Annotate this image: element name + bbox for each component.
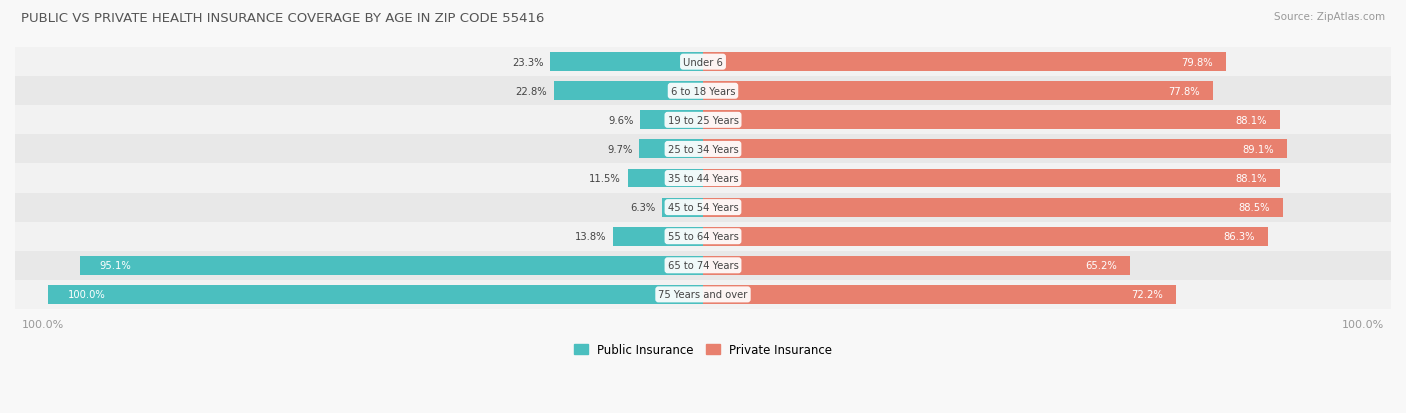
Text: 100.0%: 100.0%: [1343, 319, 1385, 329]
Text: Under 6: Under 6: [683, 57, 723, 67]
Bar: [80, 256, 703, 275]
Text: 45 to 54 Years: 45 to 54 Years: [668, 203, 738, 213]
Text: 6 to 18 Years: 6 to 18 Years: [671, 87, 735, 97]
Text: 72.2%: 72.2%: [1132, 290, 1163, 300]
Text: 100.0%: 100.0%: [21, 319, 63, 329]
Text: Source: ZipAtlas.com: Source: ZipAtlas.com: [1274, 12, 1385, 22]
Bar: [15, 106, 1391, 135]
Bar: [640, 140, 703, 159]
Bar: [703, 285, 1175, 304]
Text: 13.8%: 13.8%: [575, 232, 606, 242]
Text: 6.3%: 6.3%: [630, 203, 655, 213]
Bar: [48, 285, 703, 304]
Text: 75 Years and over: 75 Years and over: [658, 290, 748, 300]
Bar: [662, 198, 703, 217]
Text: 88.5%: 88.5%: [1239, 203, 1270, 213]
Text: 79.8%: 79.8%: [1181, 57, 1213, 67]
Bar: [703, 53, 1226, 72]
Bar: [15, 77, 1391, 106]
Bar: [703, 198, 1282, 217]
Text: 19 to 25 Years: 19 to 25 Years: [668, 116, 738, 126]
Text: 100.0%: 100.0%: [67, 290, 105, 300]
Bar: [15, 280, 1391, 309]
Bar: [550, 53, 703, 72]
Text: 35 to 44 Years: 35 to 44 Years: [668, 173, 738, 184]
Legend: Public Insurance, Private Insurance: Public Insurance, Private Insurance: [569, 338, 837, 361]
Text: 22.8%: 22.8%: [516, 87, 547, 97]
Text: 89.1%: 89.1%: [1241, 145, 1274, 154]
Bar: [703, 140, 1286, 159]
Bar: [15, 164, 1391, 193]
Bar: [15, 222, 1391, 251]
Text: 88.1%: 88.1%: [1236, 173, 1267, 184]
Text: 86.3%: 86.3%: [1223, 232, 1256, 242]
Bar: [640, 111, 703, 130]
Bar: [703, 169, 1281, 188]
Text: 65.2%: 65.2%: [1085, 261, 1118, 271]
Bar: [703, 82, 1213, 101]
Bar: [15, 251, 1391, 280]
Text: 77.8%: 77.8%: [1168, 87, 1199, 97]
Bar: [554, 82, 703, 101]
Bar: [703, 256, 1130, 275]
Text: 9.6%: 9.6%: [609, 116, 634, 126]
Text: 88.1%: 88.1%: [1236, 116, 1267, 126]
Bar: [15, 135, 1391, 164]
Text: 55 to 64 Years: 55 to 64 Years: [668, 232, 738, 242]
Text: 9.7%: 9.7%: [607, 145, 633, 154]
Text: 23.3%: 23.3%: [512, 57, 544, 67]
Text: 11.5%: 11.5%: [589, 173, 621, 184]
Bar: [627, 169, 703, 188]
Bar: [15, 193, 1391, 222]
Text: 65 to 74 Years: 65 to 74 Years: [668, 261, 738, 271]
Text: 25 to 34 Years: 25 to 34 Years: [668, 145, 738, 154]
Text: 95.1%: 95.1%: [100, 261, 131, 271]
Bar: [613, 227, 703, 246]
Bar: [15, 48, 1391, 77]
Text: PUBLIC VS PRIVATE HEALTH INSURANCE COVERAGE BY AGE IN ZIP CODE 55416: PUBLIC VS PRIVATE HEALTH INSURANCE COVER…: [21, 12, 544, 25]
Bar: [703, 227, 1268, 246]
Bar: [703, 111, 1281, 130]
